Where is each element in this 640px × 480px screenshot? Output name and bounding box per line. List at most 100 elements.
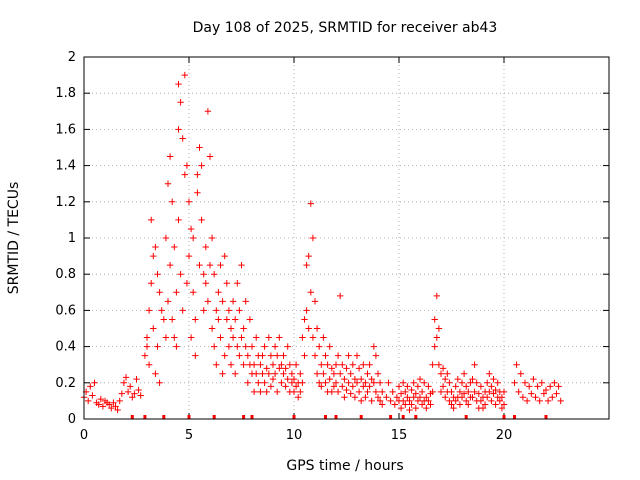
data-point: [477, 397, 485, 405]
baseline-marker: [359, 415, 363, 419]
data-point: [232, 370, 239, 377]
y-tick-label: 0.8: [55, 267, 76, 282]
data-point: [353, 379, 361, 386]
data-point: [355, 388, 363, 396]
data-point: [299, 334, 306, 341]
data-point: [341, 394, 348, 401]
data-point: [206, 153, 214, 160]
baseline-markers: [130, 415, 548, 419]
data-point: [542, 386, 550, 394]
x-tick-label: 15: [391, 428, 408, 443]
data-point: [490, 375, 497, 383]
data-point: [412, 404, 419, 412]
data-point: [269, 375, 277, 383]
data-point: [265, 370, 272, 377]
data-point: [521, 379, 529, 386]
data-point: [204, 108, 212, 115]
data-point: [257, 361, 264, 368]
data-point: [540, 390, 548, 397]
data-point: [143, 343, 151, 350]
data-point: [196, 144, 203, 151]
data-point: [414, 397, 422, 405]
data-point: [194, 171, 201, 178]
data-points: [80, 71, 564, 414]
data-point: [97, 395, 104, 403]
data-point: [362, 379, 369, 386]
data-point: [355, 365, 363, 372]
data-point: [290, 375, 298, 383]
data-point: [183, 280, 191, 287]
data-point: [397, 390, 405, 397]
data-point: [259, 370, 266, 377]
data-point: [393, 394, 401, 401]
data-point: [439, 383, 447, 390]
data-point: [376, 379, 384, 386]
data-point: [276, 334, 283, 341]
data-point: [500, 401, 508, 408]
data-point: [467, 379, 474, 386]
data-point: [171, 243, 178, 251]
data-point: [162, 334, 170, 341]
data-point: [408, 386, 415, 394]
data-point: [446, 397, 453, 405]
data-point: [337, 292, 344, 300]
data-point: [406, 406, 413, 414]
data-point: [400, 379, 407, 386]
y-tick-label: 1.4: [55, 159, 76, 174]
data-point: [215, 289, 222, 296]
data-point: [177, 99, 184, 106]
data-point: [523, 397, 531, 405]
data-point: [387, 397, 394, 405]
data-point: [181, 71, 188, 79]
data-point: [145, 307, 153, 314]
y-tick-label: 0.6: [55, 303, 76, 318]
data-point: [488, 383, 495, 390]
y-tick-label: 1.8: [55, 86, 76, 101]
data-point: [397, 404, 405, 412]
data-point: [337, 370, 344, 377]
data-point: [253, 370, 260, 377]
data-point: [278, 361, 285, 368]
data-point: [492, 386, 499, 394]
data-point: [345, 352, 352, 359]
data-point: [192, 316, 199, 323]
data-point: [141, 352, 149, 359]
data-point: [166, 261, 174, 269]
data-point: [341, 375, 348, 383]
data-point: [118, 390, 125, 397]
data-point: [200, 307, 207, 314]
data-point: [370, 379, 377, 386]
data-point: [271, 370, 279, 377]
data-point: [154, 343, 161, 350]
baseline-marker: [544, 415, 548, 419]
data-point: [152, 243, 159, 251]
data-point: [85, 397, 92, 405]
data-point: [261, 379, 268, 386]
data-point: [234, 343, 241, 350]
data-point: [433, 334, 440, 341]
data-point: [366, 361, 373, 368]
data-point: [221, 352, 228, 359]
baseline-marker: [324, 415, 327, 419]
data-point: [351, 375, 359, 383]
data-point: [278, 379, 285, 386]
data-point: [106, 401, 113, 408]
data-point: [383, 394, 390, 401]
data-point: [267, 383, 275, 390]
data-point: [410, 394, 417, 401]
data-point: [297, 388, 304, 396]
data-point: [301, 316, 308, 323]
data-point: [528, 390, 535, 397]
data-point: [349, 383, 356, 390]
data-point: [439, 365, 447, 372]
data-point: [143, 334, 151, 341]
data-point: [328, 388, 335, 396]
data-point: [263, 388, 270, 396]
data-point: [173, 289, 180, 296]
data-point: [477, 383, 485, 390]
data-point: [450, 404, 457, 412]
data-point: [536, 397, 543, 405]
data-point: [547, 383, 554, 390]
data-point: [187, 334, 195, 341]
